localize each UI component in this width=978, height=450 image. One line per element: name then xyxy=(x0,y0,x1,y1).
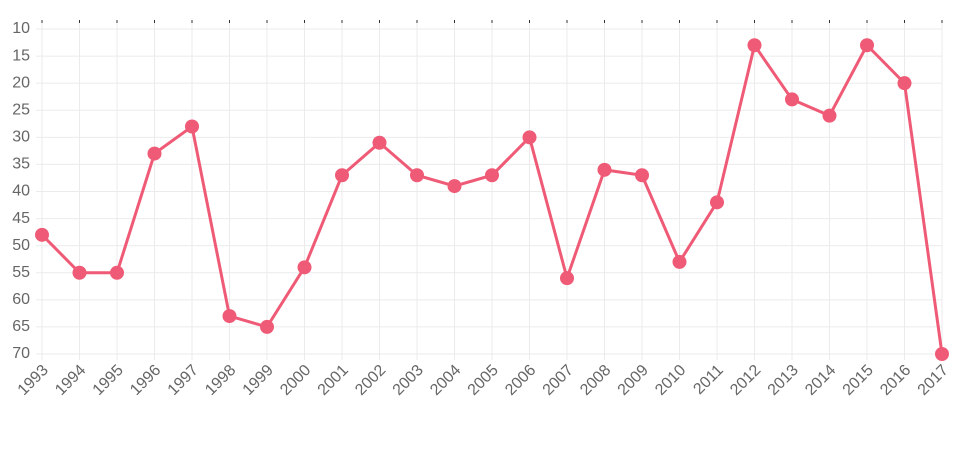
point xyxy=(222,309,237,324)
x-tick-label: 2016 xyxy=(877,362,914,399)
x-tick-label: 2007 xyxy=(540,362,577,399)
x-tick-label: 2002 xyxy=(352,362,389,399)
x-tick-label: 1997 xyxy=(165,362,202,399)
x-tick-label: 2009 xyxy=(615,362,652,399)
x-tick-label: 2004 xyxy=(427,362,464,399)
point xyxy=(72,265,87,280)
x-tick-label: 2013 xyxy=(765,362,802,399)
y-tick-label: 65 xyxy=(12,318,30,335)
x-tick-label: 2011 xyxy=(690,362,726,398)
x-tick-label: 2000 xyxy=(277,362,314,399)
point xyxy=(635,168,649,183)
point xyxy=(935,347,949,361)
y-tick-label: 20 xyxy=(12,74,30,91)
x-tick-label: 2015 xyxy=(840,362,877,399)
point xyxy=(860,38,874,53)
point xyxy=(522,130,537,145)
x-tick-label: 2008 xyxy=(577,362,614,399)
x-tick-label: 1993 xyxy=(15,362,52,399)
y-tick-label: 70 xyxy=(12,345,30,362)
x-tick-label: 1994 xyxy=(52,362,89,399)
y-tick-label: 60 xyxy=(12,291,30,308)
point xyxy=(260,319,274,334)
point xyxy=(147,146,162,161)
x-tick-label: 2003 xyxy=(390,362,427,399)
point xyxy=(110,265,124,280)
point xyxy=(372,135,387,150)
y-tick-label: 25 xyxy=(12,101,30,118)
point xyxy=(822,108,837,123)
point xyxy=(747,38,762,53)
x-tick-label: 2014 xyxy=(802,362,839,399)
x-tick-label: 2017 xyxy=(915,362,952,399)
point xyxy=(35,227,49,242)
y-tick-label: 50 xyxy=(12,237,30,254)
x-tick-label: 1998 xyxy=(202,362,239,399)
x-tick-label: 2005 xyxy=(465,362,502,399)
point xyxy=(897,76,912,91)
point xyxy=(485,168,499,183)
point xyxy=(560,271,574,286)
y-tick-label: 55 xyxy=(12,264,30,281)
x-tick-label: 1999 xyxy=(240,362,277,399)
x-tick-label: 2010 xyxy=(652,362,689,399)
point xyxy=(410,168,424,183)
y-tick-label: 35 xyxy=(12,156,30,173)
point xyxy=(297,260,312,275)
point xyxy=(597,162,612,177)
y-tick-label: 40 xyxy=(12,183,30,200)
x-tick-label: 1996 xyxy=(127,362,164,399)
point xyxy=(447,179,462,194)
y-tick-label: 45 xyxy=(12,210,30,227)
y-tick-label: 15 xyxy=(12,47,30,64)
y-tick-label: 10 xyxy=(12,20,30,37)
point xyxy=(335,168,349,183)
x-tick-label: 1995 xyxy=(90,362,127,399)
y-tick-label: 30 xyxy=(12,129,30,146)
point xyxy=(185,119,199,134)
x-tick-label: 2006 xyxy=(502,362,539,399)
point xyxy=(710,195,724,210)
point xyxy=(672,254,687,269)
point xyxy=(785,92,799,107)
x-tick-label: 2012 xyxy=(727,362,764,399)
x-tick-label: 2001 xyxy=(315,362,352,399)
